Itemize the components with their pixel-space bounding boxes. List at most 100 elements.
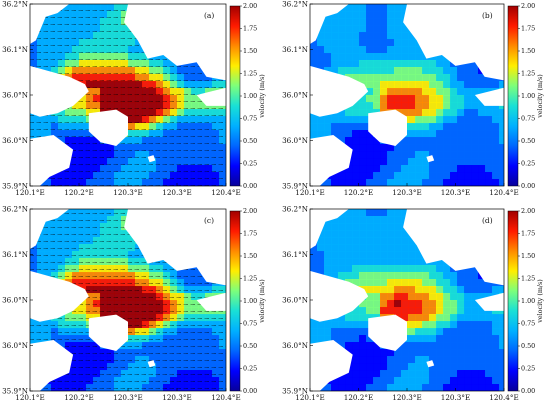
panel-label: (c) <box>204 216 214 225</box>
x-tick-label: 120.4°E <box>211 188 240 197</box>
x-tick-label: 120.1°E <box>295 188 324 197</box>
panel-a: (a) 120.1°E 120.2°E 120.3°E 120.3°E 120.4°E 36… <box>2 0 266 197</box>
y-tick-label: 36.2°N <box>282 0 308 9</box>
colorbar <box>229 5 241 187</box>
colorbar-tick-label: 2.00 <box>243 2 257 10</box>
colorbar-tick-label: 1.00 <box>521 92 535 100</box>
colorbar-tick-label: 1.25 <box>521 275 535 283</box>
x-tick-label: 120.2°E <box>344 393 373 402</box>
colorbar-tick-label: 2.00 <box>243 207 257 215</box>
x-tick-label: 120.2°E <box>64 393 93 402</box>
y-tick-label: 36.0°N <box>2 136 28 145</box>
land-area <box>30 135 74 186</box>
y-tick-label: 35.9°N <box>2 387 28 396</box>
x-tick-label: 120.2°E <box>64 188 93 197</box>
colorbar-label: velocity (m/s) <box>258 74 266 119</box>
colorbar-tick-label: 1.00 <box>521 297 535 305</box>
land-area <box>88 109 128 146</box>
land-area <box>426 155 435 163</box>
panel-label: (b) <box>482 11 493 20</box>
y-tick-label: 36.1°N <box>2 45 28 54</box>
panel-d: (d) 120.1°E 120.2°E 120.3°E 120.3°E 120.4°E 36… <box>282 205 544 403</box>
land-area <box>310 4 349 44</box>
x-tick-label: 120.1°E <box>295 393 324 402</box>
panel-b: (b) 120.1°E 120.2°E 120.3°E 120.3°E 120.4°E 36… <box>282 0 544 197</box>
land-area <box>124 4 226 81</box>
y-tick-label: 36.0°N <box>282 341 308 350</box>
colorbar-tick-label: 0.25 <box>243 160 257 168</box>
colorbar <box>507 5 519 187</box>
colorbar-tick-label: 0.25 <box>521 160 535 168</box>
colorbar-tick-label: 0.00 <box>243 182 257 190</box>
land-area <box>124 209 226 286</box>
x-tick-label: 120.4°E <box>489 393 518 402</box>
x-tick-label: 120.3°E <box>113 188 142 197</box>
y-tick-label: 36.0°N <box>2 296 28 305</box>
colorbar-tick-label: 0.75 <box>243 320 257 328</box>
colorbar-tick-label: 0.00 <box>521 387 535 395</box>
colorbar-tick-label: 0.00 <box>243 387 257 395</box>
x-tick-label: 120.4°E <box>211 393 240 402</box>
y-tick-label: 36.2°N <box>2 0 28 9</box>
x-tick-label: 120.3°E <box>441 188 470 197</box>
colorbar-tick-label: 0.50 <box>521 137 535 145</box>
land-area <box>88 314 128 351</box>
colorbar-label: velocity (m/s) <box>258 279 266 324</box>
colorbar <box>507 210 519 392</box>
colorbar-tick-label: 1.75 <box>521 230 535 238</box>
land-area <box>196 292 226 311</box>
land-area <box>403 4 504 81</box>
land-area <box>147 155 156 163</box>
colorbar-tick-label: 0.50 <box>243 137 257 145</box>
x-tick-label: 120.3°E <box>392 188 421 197</box>
y-tick-label: 36.0°N <box>282 91 308 100</box>
land-area <box>310 270 369 322</box>
y-tick-label: 36.0°N <box>282 136 308 145</box>
x-tick-label: 120.3°E <box>392 393 421 402</box>
land-area <box>426 360 435 368</box>
land-area <box>310 65 369 117</box>
colorbar-tick-label: 1.00 <box>243 92 257 100</box>
y-tick-label: 35.9°N <box>282 182 308 191</box>
y-tick-label: 36.0°N <box>282 296 308 305</box>
colorbar-tick-label: 0.50 <box>521 342 535 350</box>
land-area <box>30 209 70 249</box>
land-area <box>310 209 349 249</box>
x-tick-label: 120.3°E <box>113 393 142 402</box>
colorbar-tick-label: 1.75 <box>243 230 257 238</box>
land-area <box>474 87 504 106</box>
x-tick-label: 120.1°E <box>15 188 44 197</box>
panel-label: (d) <box>482 216 493 225</box>
x-tick-label: 120.4°E <box>489 188 518 197</box>
land-area <box>368 314 407 351</box>
colorbar-tick-label: 0.25 <box>243 365 257 373</box>
colorbar-tick-label: 0.50 <box>243 342 257 350</box>
colorbar-tick-label: 1.50 <box>243 252 257 260</box>
land-area <box>30 270 89 322</box>
land-area <box>147 360 156 368</box>
colorbar-tick-label: 2.00 <box>521 2 535 10</box>
land-area <box>368 109 407 146</box>
y-tick-label: 36.1°N <box>2 250 28 259</box>
y-tick-label: 36.1°N <box>282 250 308 259</box>
colorbar-tick-label: 2.00 <box>521 207 535 215</box>
colorbar-tick-label: 1.00 <box>243 297 257 305</box>
land-area <box>30 65 89 117</box>
land-area <box>310 135 353 186</box>
x-tick-label: 120.1°E <box>15 393 44 402</box>
land-area <box>403 209 504 286</box>
colorbar-tick-label: 1.50 <box>521 47 535 55</box>
colorbar-tick-label: 1.50 <box>243 47 257 55</box>
colorbar-tick-label: 0.75 <box>521 320 535 328</box>
y-tick-label: 36.0°N <box>2 341 28 350</box>
y-tick-label: 36.1°N <box>282 45 308 54</box>
colorbar-tick-label: 1.75 <box>243 25 257 33</box>
y-tick-label: 36.2°N <box>282 205 308 214</box>
land-area <box>310 340 353 391</box>
x-tick-label: 120.3°E <box>441 393 470 402</box>
colorbar-tick-label: 0.75 <box>243 115 257 123</box>
y-tick-label: 35.9°N <box>2 182 28 191</box>
colorbar-tick-label: 1.50 <box>521 252 535 260</box>
land-area <box>474 292 504 311</box>
